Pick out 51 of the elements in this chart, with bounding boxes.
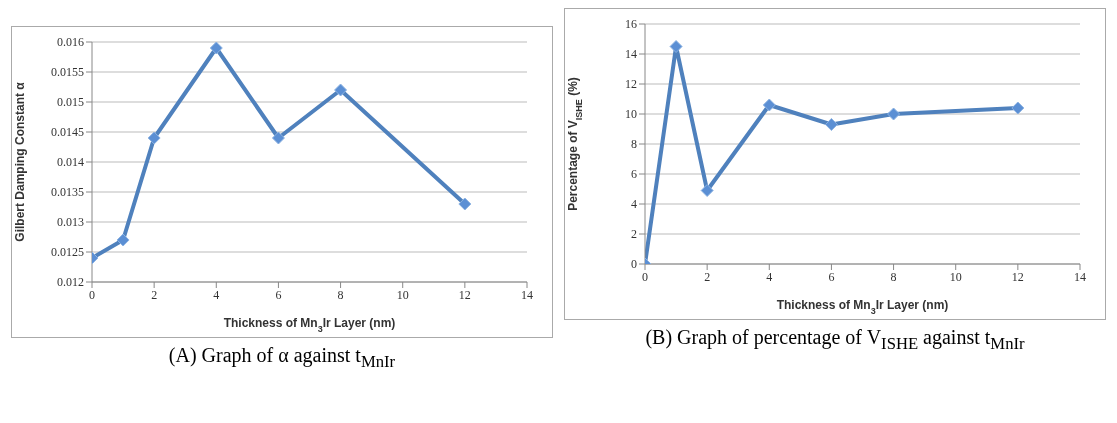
text: (B) Graph of percentage of V$_{ISHE}$ against t$_{MnIr}$	[644, 326, 1026, 354]
point	[116, 233, 130, 247]
x-tick-label: 12	[1011, 269, 1024, 284]
x-tick-label: 8	[890, 269, 897, 284]
x-tick-label: 4	[213, 287, 220, 302]
x-tick-label: 2	[151, 287, 158, 302]
x-tick-label: 10	[396, 287, 409, 302]
point	[887, 107, 901, 121]
x-tick-label: 2	[704, 269, 711, 284]
point	[700, 184, 714, 197]
point	[271, 131, 285, 145]
point	[334, 83, 348, 97]
x-tick-label: 12	[458, 287, 471, 302]
x-tick-label: 14	[521, 287, 533, 302]
x-tick-label: 6	[828, 269, 835, 284]
point	[209, 42, 223, 55]
x-tick-label: 0	[89, 287, 95, 302]
point	[1011, 101, 1025, 115]
point	[669, 40, 683, 53]
y-tick-label: 0.016	[57, 35, 84, 50]
y-tick-label: 0.012	[57, 275, 84, 290]
y-tick-label: 0.0155	[51, 65, 84, 80]
x-tick-label: 10	[949, 269, 962, 284]
x-tick-label: 0	[642, 269, 648, 284]
x-tick-label: 4	[766, 269, 773, 284]
point	[458, 197, 472, 211]
point	[762, 98, 776, 112]
y-tick-label: 0.0135	[51, 185, 84, 200]
text: (A) Graph of α against t$_{MnIr}$	[167, 344, 397, 372]
x-axis-title: Thickness of Mn$_{3}$Ir Layer (nm)	[776, 298, 949, 316]
point	[824, 118, 838, 131]
y-axis-title: Gilbert Damping Constant α	[13, 81, 27, 242]
y-tick-label: 0.014	[57, 155, 84, 170]
y-tick-label: 4	[631, 197, 637, 212]
x-tick-label: 6	[275, 287, 282, 302]
y-tick-label: 14	[625, 47, 637, 62]
x-tick-label: 8	[337, 287, 344, 302]
y-tick-label: 6	[631, 167, 637, 182]
y-tick-label: 8	[631, 137, 637, 152]
x-tick-label: 14	[1074, 269, 1086, 284]
y-tick-label: 0.013	[57, 215, 84, 230]
y-tick-label: 0.015	[57, 95, 84, 110]
y-tick-label: 10	[625, 107, 637, 122]
y-tick-label: 2	[631, 227, 637, 242]
y-tick-label: 0.0125	[51, 245, 84, 260]
y-tick-label: 16	[625, 17, 637, 32]
y-tick-label: 0	[631, 257, 637, 272]
y-tick-label: 0.0145	[51, 125, 84, 140]
point	[147, 131, 161, 145]
y-tick-label: 12	[625, 77, 637, 92]
x-axis-title: Thickness of Mn$_{3}$Ir Layer (nm)	[223, 316, 396, 334]
